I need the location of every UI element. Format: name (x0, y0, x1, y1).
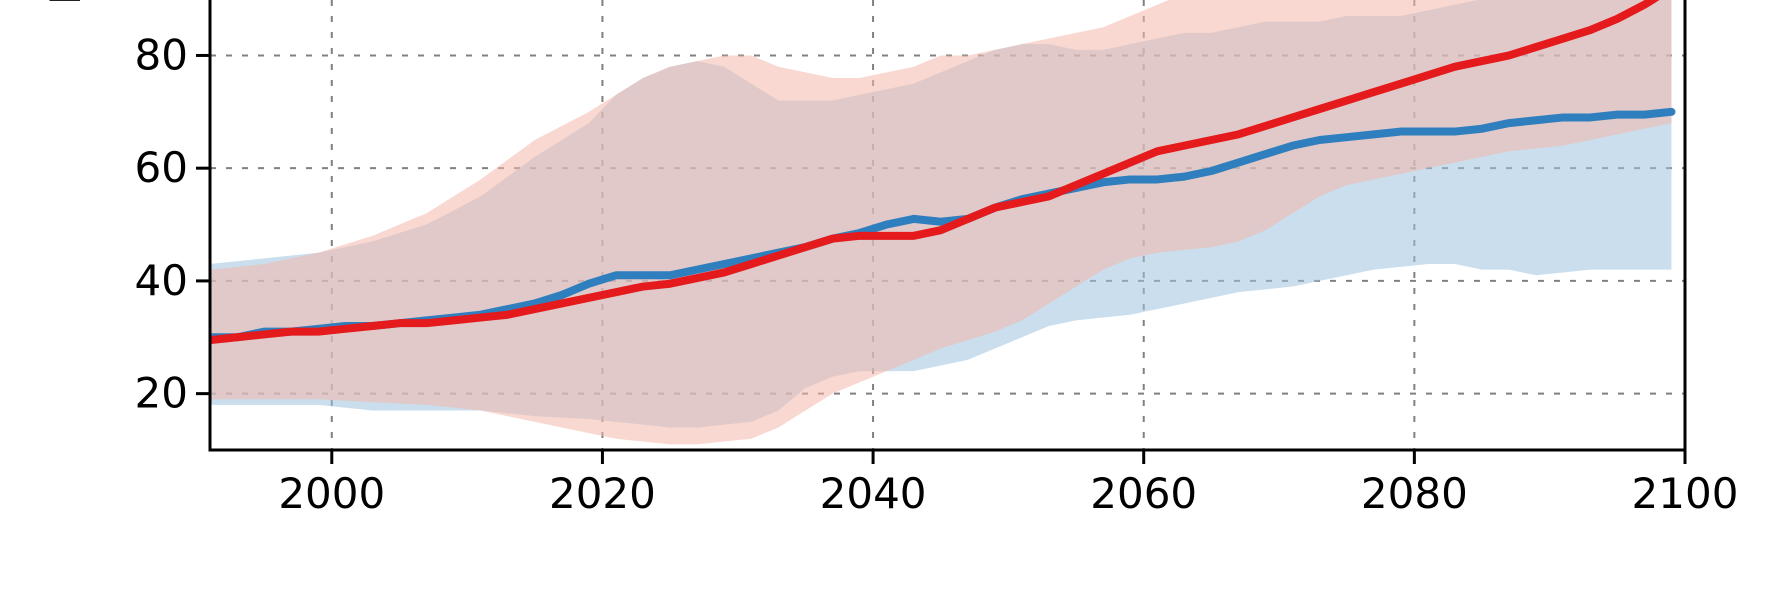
y-axis-label: Dagar (41, 0, 90, 5)
y-tick-label: 20 (135, 369, 188, 418)
y-tick-label: 40 (135, 256, 188, 305)
x-tick-label: 2020 (549, 469, 656, 518)
y-tick-label: 60 (135, 143, 188, 192)
x-tick-label: 2100 (1632, 469, 1739, 518)
timeseries-chart: 20002020204020602080210020406080Dagar (0, 0, 1771, 591)
x-tick-label: 2040 (820, 469, 927, 518)
chart-container: 20002020204020602080210020406080Dagar (0, 0, 1771, 591)
y-tick-label: 80 (135, 30, 188, 79)
x-tick-label: 2060 (1090, 469, 1197, 518)
x-tick-label: 2000 (278, 469, 385, 518)
x-tick-label: 2080 (1361, 469, 1468, 518)
